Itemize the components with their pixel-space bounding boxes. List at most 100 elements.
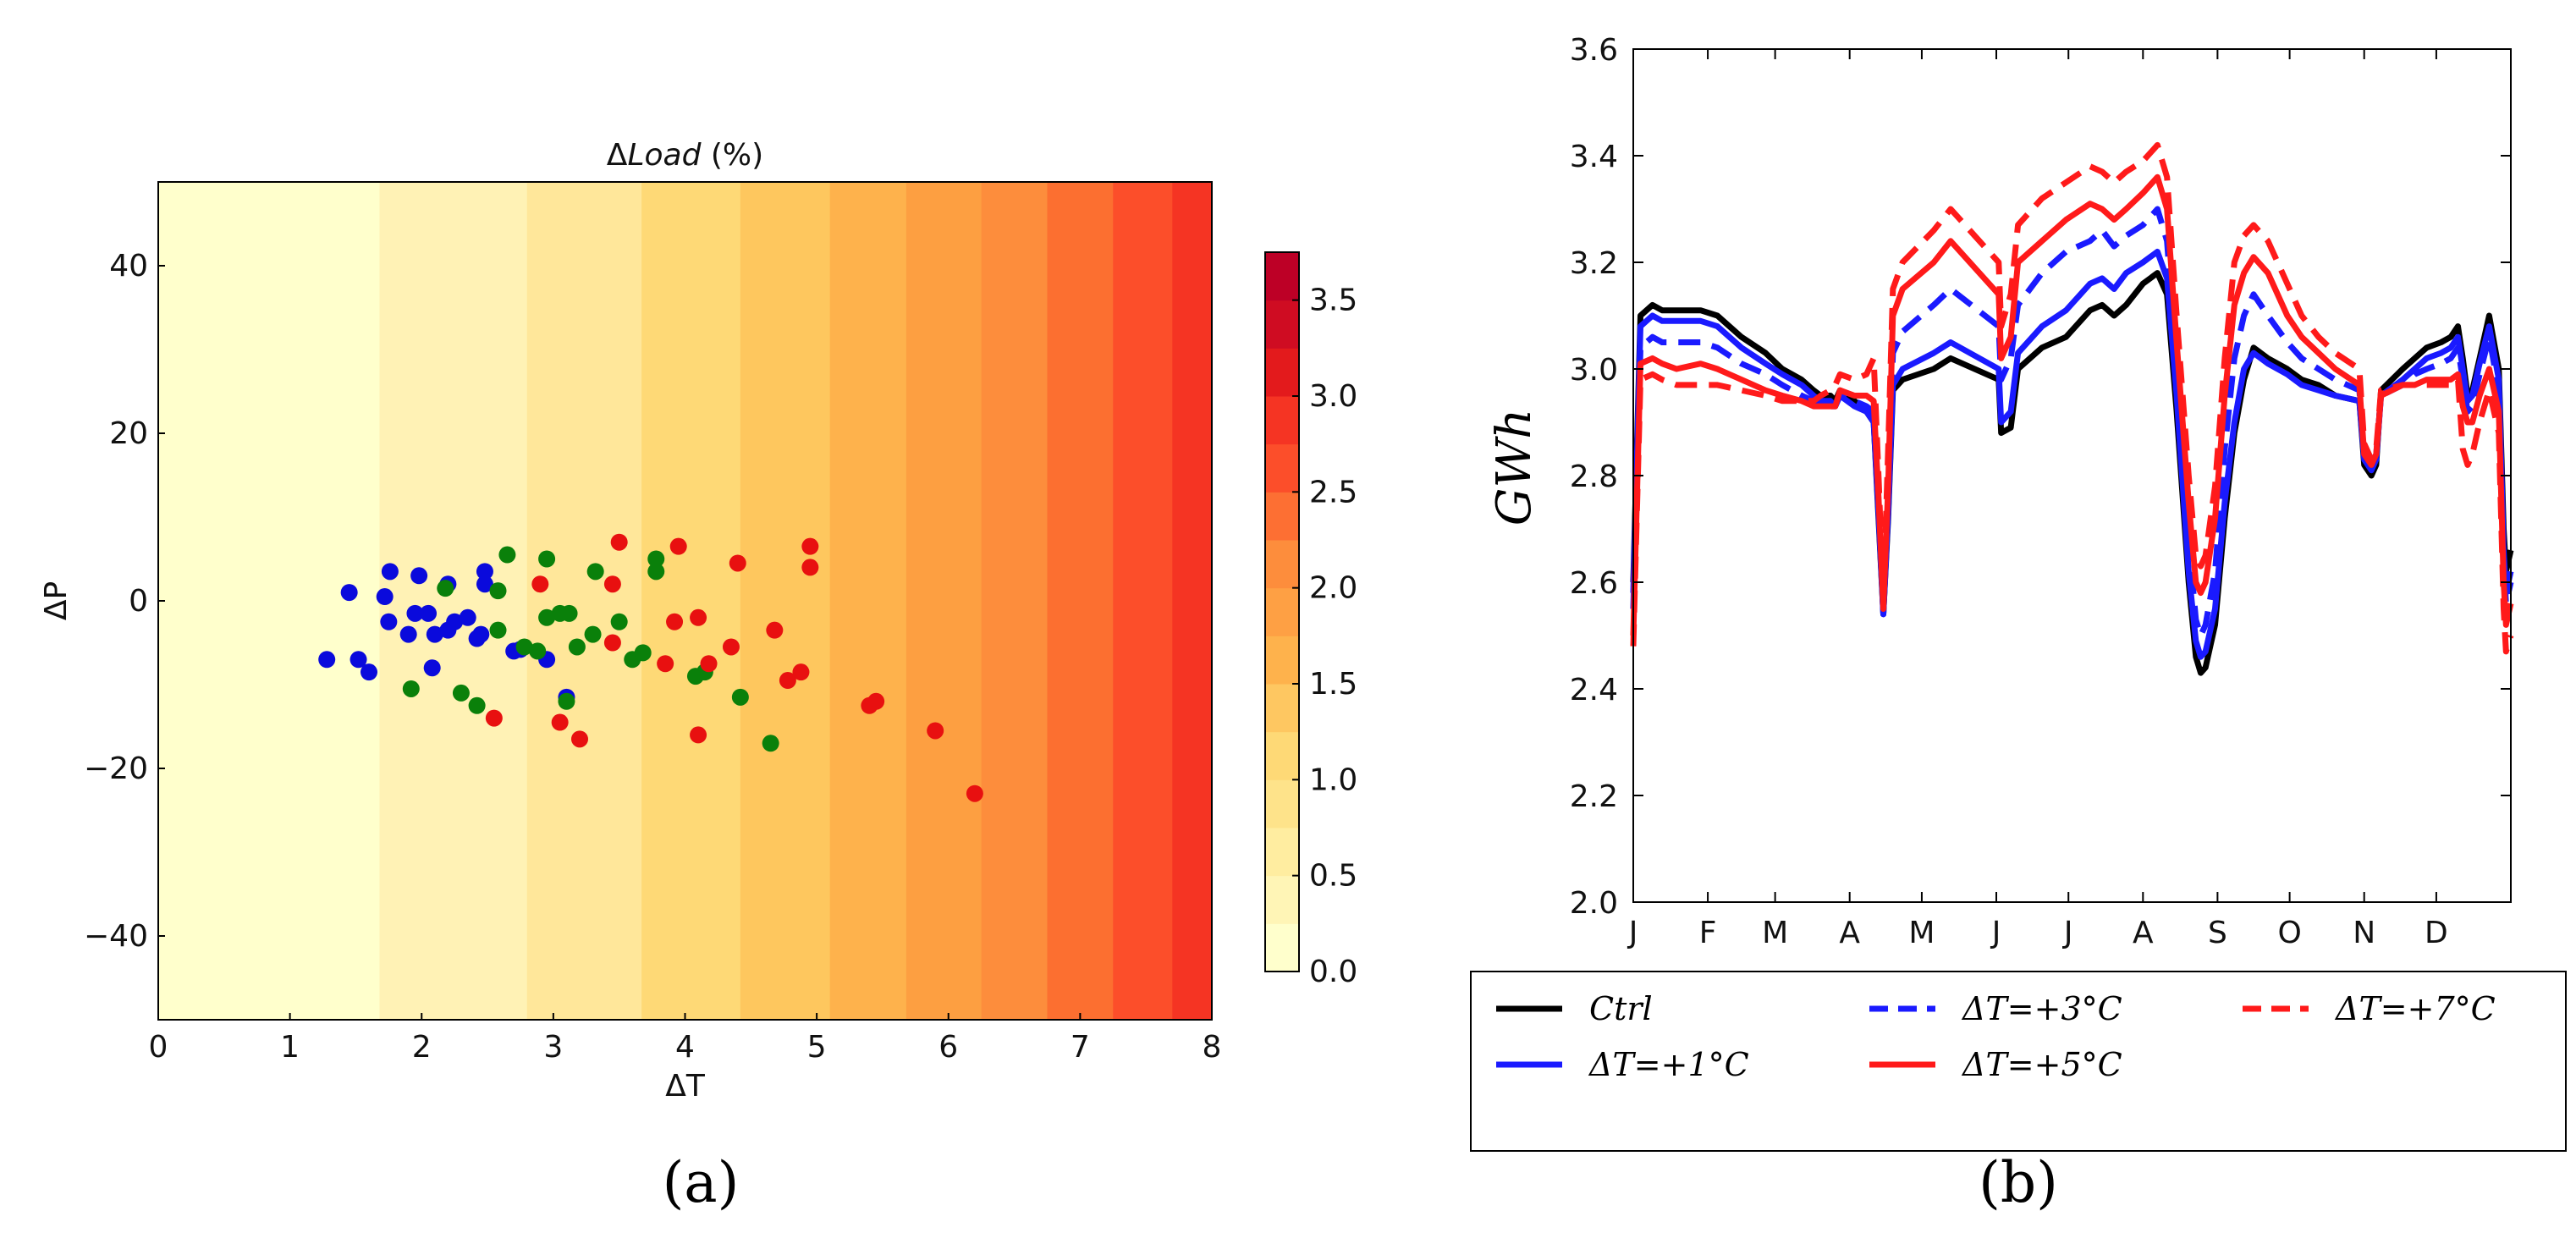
a-colorbar-segment-13 [1265,300,1299,349]
a-point-green-25 [762,735,779,752]
a-point-blue-12 [426,625,443,643]
a-point-blue-11 [423,659,441,677]
a-y-tick-label-0: 40 [109,249,148,283]
a-x-ticks: 0 1 2 3 4 5 6 7 8 [149,1013,1222,1065]
b-y-tick-label-2: 2.4 [1570,673,1618,707]
a-colorbar-ticks: 0.0 0.5 1.0 1.5 2.0 2.5 3.0 3.5 [1292,283,1357,989]
a-point-blue-19 [476,575,493,593]
b-legend-label-3: ΔT=+1°C [1588,1046,1749,1083]
a-point-red-0 [485,709,503,727]
a-point-green-7 [515,638,533,656]
a-chart-title: ΔLoad (%) [607,138,763,173]
a-title-italic: Load [627,138,702,173]
b-legend-label-4: ΔT=+5°C [1961,1046,2122,1083]
a-point-red-11 [690,726,707,744]
b-y-tick-label-3: 2.6 [1570,566,1618,601]
a-point-green-21 [647,563,665,581]
a-y-ticks: 40 20 0 −20 −40 [84,249,165,954]
a-contour-band-1 [379,182,528,1020]
panel-b-line: 2.0 2.2 2.4 2.6 2.8 3.0 3.2 3.4 3.6 J F M A M J J A S O N D… [1470,33,2567,1215]
b-series-line-4 [1630,141,2514,655]
a-colorbar-segment-14 [1265,252,1299,301]
a-point-green-19 [634,644,652,662]
a-contour-band-8 [1047,182,1114,1020]
b-y-ticks: 2.0 2.2 2.4 2.6 2.8 3.0 3.2 3.4 3.6 [1570,33,2511,921]
a-colorbar-segment-12 [1265,348,1299,397]
a-point-green-9 [538,550,556,568]
a-colorbar-tick-label-6: 3.0 [1309,379,1357,414]
a-title-suffix: (%) [701,138,763,173]
b-series-line-1 [1630,248,2514,660]
a-y-axis-label: ΔP [39,581,74,620]
a-contour-band-6 [905,182,983,1020]
b-y-tick-label-7: 3.4 [1570,140,1618,174]
a-contour-band-7 [981,182,1048,1020]
a-point-blue-2 [350,651,367,669]
b-y-tick-label-0: 2.0 [1570,886,1618,921]
b-x-tick-label-10: N [2353,916,2375,950]
a-point-green-13 [560,604,578,622]
a-x-tick-label-1: 1 [280,1030,300,1065]
a-colorbar-segment-9 [1265,492,1299,541]
a-x-axis-label: ΔT [665,1069,706,1104]
a-colorbar-segment-2 [1265,828,1299,877]
a-point-green-10 [538,608,556,626]
a-x-tick-label-7: 7 [1071,1030,1090,1065]
a-point-green-0 [402,680,420,697]
a-point-red-15 [766,621,784,639]
a-point-blue-4 [376,588,394,606]
a-point-blue-1 [340,584,358,602]
a-y-tick-label-3: −20 [84,751,148,786]
a-point-blue-15 [446,613,464,630]
a-colorbar-segment-7 [1265,587,1299,636]
a-point-blue-8 [406,604,424,622]
b-x-tick-label-11: D [2425,916,2448,950]
a-point-red-14 [729,554,746,572]
a-point-blue-5 [380,613,398,630]
a-point-blue-18 [472,625,490,643]
a-colorbar-tick-label-7: 3.5 [1309,283,1357,318]
a-colorbar [1264,251,1300,972]
a-point-green-16 [586,563,604,581]
panel-a-label: (a) [663,1150,740,1215]
a-point-blue-20 [476,563,493,581]
b-y-tick-label-1: 2.2 [1570,779,1618,814]
a-colorbar-tick-label-1: 0.5 [1309,859,1357,894]
a-point-green-5 [489,621,507,639]
a-point-red-22 [927,722,944,740]
a-colorbar-segment-10 [1265,443,1299,493]
a-contour-band-10 [1172,182,1213,1020]
a-point-blue-3 [361,663,377,681]
a-colorbar-tick-label-5: 2.5 [1309,475,1357,509]
b-legend: Ctrl ΔT=+3°C ΔT=+7°C ΔT=+1°C ΔT=+5°C [1470,971,2567,1152]
a-colorbar-segment-6 [1265,636,1299,685]
b-legend-label-0: Ctrl [1589,990,1653,1027]
a-x-tick-label-8: 8 [1203,1030,1222,1065]
a-colorbar-frame [1264,251,1300,972]
a-point-green-17 [610,613,628,630]
a-contour-band-3 [641,182,741,1020]
b-x-tick-label-7: A [2133,916,2154,950]
a-point-red-4 [603,575,621,593]
b-x-tick-label-9: O [2277,916,2301,950]
a-point-green-2 [452,684,470,702]
a-point-green-15 [584,625,602,643]
a-point-blue-6 [381,563,399,581]
a-colorbar-segment-3 [1265,779,1299,828]
a-x-tick-label-5: 5 [807,1030,827,1065]
b-x-tick-label-1: F [1699,916,1717,950]
a-contour-bands [158,182,1213,1020]
b-legend-label-2: ΔT=+7°C [2334,990,2496,1027]
b-y-tick-label-4: 2.8 [1570,460,1618,494]
a-point-red-16 [779,672,796,690]
b-series-line-2 [1630,206,2514,639]
a-point-red-13 [722,638,740,656]
a-point-red-5 [603,634,621,652]
a-contour-band-2 [526,182,642,1020]
b-legend-label-1: ΔT=+3°C [1961,990,2122,1027]
a-point-red-8 [666,613,684,630]
a-point-green-3 [468,696,486,714]
a-point-green-14 [568,638,586,656]
a-contour-band-0 [158,182,380,1020]
